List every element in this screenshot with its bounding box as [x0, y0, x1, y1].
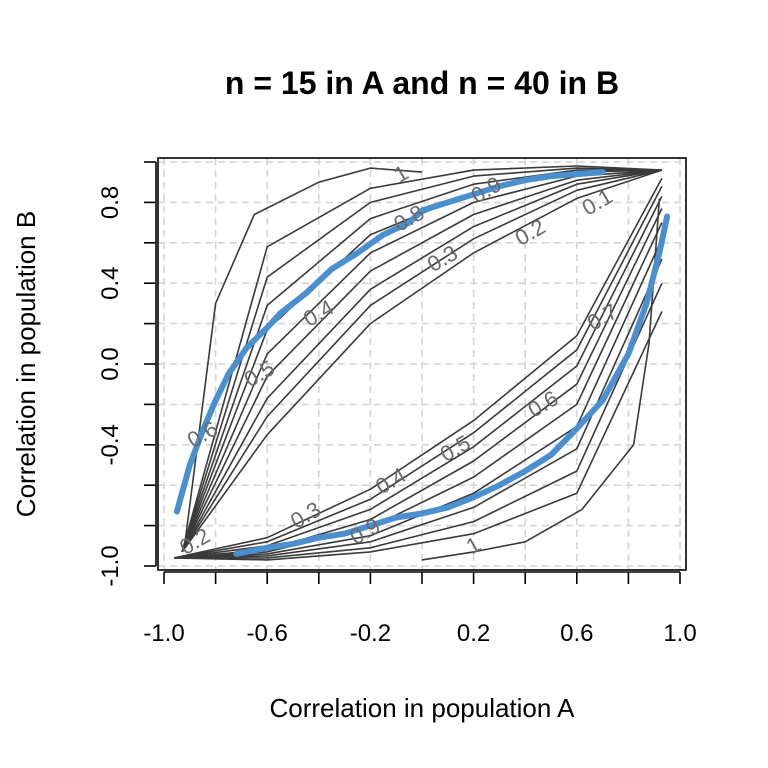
contour-line-upper [181, 169, 663, 553]
highlight-curve-upper [173, 169, 606, 515]
y-axis: -1.0 -0.4 0.0 0.4 0.8 [97, 161, 157, 587]
contour-line-upper [181, 169, 662, 553]
contour-line-upper [181, 169, 663, 553]
contour-line-lower [174, 282, 663, 559]
chart-title: n = 15 in A and n = 40 in B [225, 65, 619, 101]
y-tick-label: -0.4 [97, 424, 124, 465]
plot-frame [157, 157, 687, 571]
y-tick-label: -1.0 [97, 545, 124, 586]
y-tick-label: 0.8 [97, 186, 124, 219]
x-axis-label: Correlation in population A [270, 693, 576, 723]
contour-line-upper [181, 169, 663, 553]
x-tick-label: -1.0 [143, 620, 184, 647]
contour-line-lower [421, 198, 661, 561]
x-tick-label: -0.2 [350, 620, 391, 647]
contour-line-upper [183, 167, 423, 546]
highlight-curves [173, 169, 671, 557]
grid [158, 158, 686, 570]
contour-line-lower [174, 177, 663, 559]
y-tick-label: 0.0 [97, 347, 124, 380]
x-tick-label: 1.0 [663, 620, 696, 647]
x-axis: -1.0 -0.6 -0.2 0.2 0.6 1.0 [143, 571, 697, 647]
highlight-curve-lower [233, 213, 671, 557]
x-tick-label: -0.6 [247, 620, 288, 647]
x-tick-label: 0.6 [560, 620, 593, 647]
contour-line-lower [174, 185, 663, 559]
contour-line-upper [181, 165, 662, 553]
y-axis-label: Correlation in population B [11, 211, 41, 517]
contour-line-upper [181, 167, 662, 553]
y-tick-label: 0.4 [97, 267, 124, 300]
x-tick-label: 0.2 [457, 620, 490, 647]
contour-line-lower [174, 311, 663, 561]
